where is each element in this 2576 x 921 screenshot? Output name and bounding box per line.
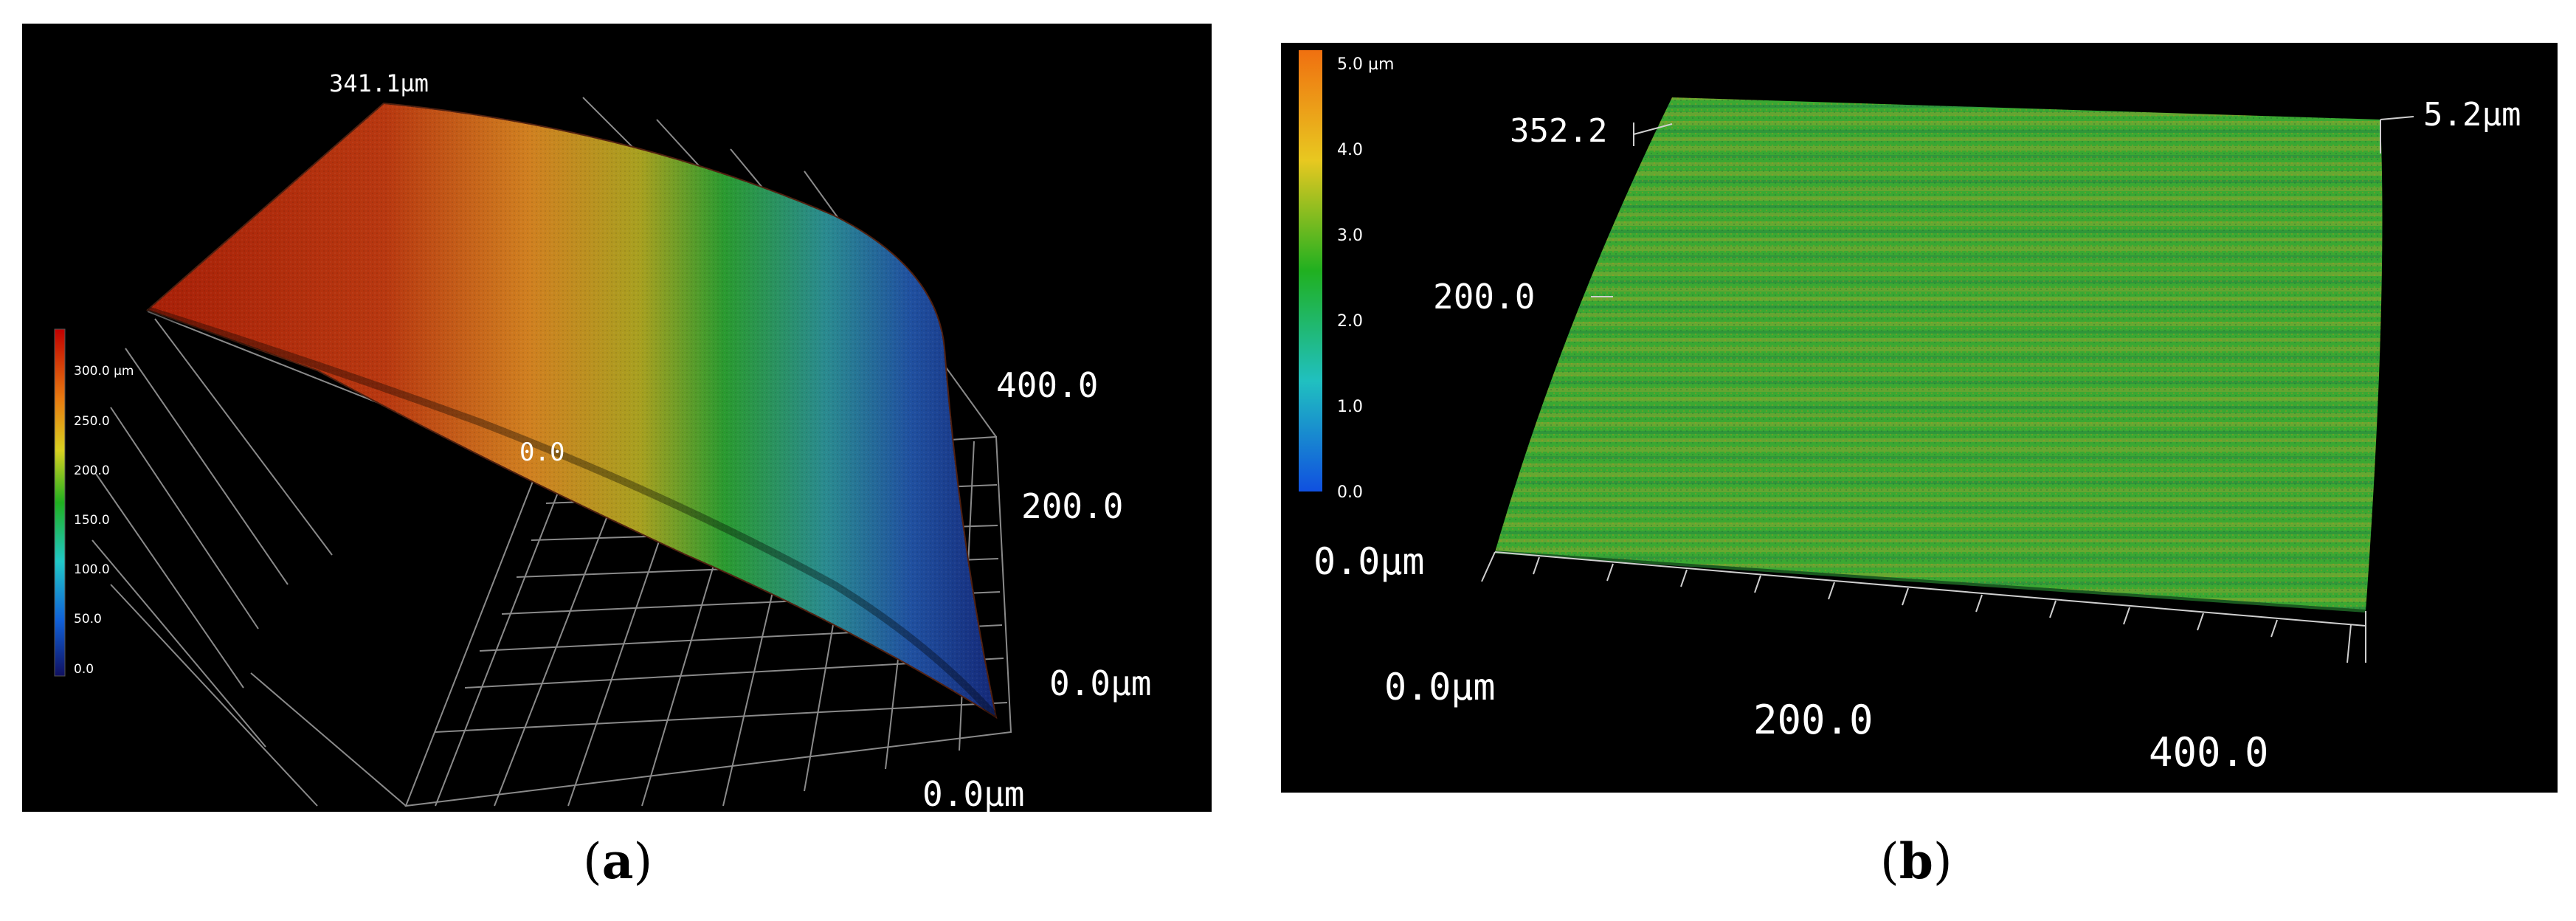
scale-a-label-2: 200.0 <box>74 463 110 478</box>
scale-b-label-2: 3.0 <box>1337 227 1363 245</box>
scale-b-label-5: 0.0 <box>1337 483 1363 502</box>
surface-3d-plot-a: 300.0 µm 250.0 200.0 150.0 100.0 50.0 0.… <box>22 24 1212 812</box>
surface-a <box>146 102 999 720</box>
axis-a-peak-label: 341.1µm <box>329 69 429 97</box>
caption-a: (a) <box>583 832 653 890</box>
axis-b-x400-label: 400.0 <box>2149 729 2269 776</box>
axis-b-z0-label: 0.0µm <box>1313 540 1425 583</box>
scale-a-label-6: 0.0 <box>74 662 94 677</box>
surface-plot-b-canvas: 5.0 µm 4.0 3.0 2.0 1.0 0.0 5.2µm 352.2 2… <box>1299 50 2521 776</box>
surface-b <box>1494 97 2383 613</box>
scale-b-label-0: 5.0 µm <box>1337 55 1394 74</box>
axis-a-x0-label: 0.0µm <box>922 774 1024 812</box>
axis-b-z-top-label: 5.2µm <box>2423 96 2521 134</box>
axis-b-y200-label: 200.0 <box>1433 277 1535 317</box>
surface-3d-plot-b: 5.0 µm 4.0 3.0 2.0 1.0 0.0 5.2µm 352.2 2… <box>1281 43 2558 793</box>
plot-b-axes <box>1481 116 2414 663</box>
scale-a-label-0: 300.0 µm <box>74 364 134 379</box>
scale-b-label-1: 4.0 <box>1337 141 1363 159</box>
surface-plot-a-canvas: 300.0 µm 250.0 200.0 150.0 100.0 50.0 0.… <box>54 69 1151 812</box>
axis-a-y200-label: 200.0 <box>1021 486 1123 526</box>
caption-a-letter: a <box>601 832 634 890</box>
caption-b: (b) <box>1880 832 1952 890</box>
axis-a-y400-label: 400.0 <box>996 365 1098 405</box>
scale-a-label-5: 50.0 <box>74 612 102 627</box>
scale-a-label-3: 150.0 <box>74 513 110 528</box>
color-scale-a: 300.0 µm 250.0 200.0 150.0 100.0 50.0 0.… <box>54 328 134 677</box>
scale-a-label-1: 250.0 <box>74 414 110 429</box>
caption-b-letter: b <box>1899 832 1933 890</box>
axis-b-y352-label: 352.2 <box>1510 112 1607 150</box>
axis-a-origin-label: 0.0 <box>519 438 564 467</box>
axis-b-x0-label: 0.0µm <box>1384 666 1496 708</box>
color-scale-b: 5.0 µm 4.0 3.0 2.0 1.0 0.0 <box>1299 50 1394 502</box>
scale-b-label-3: 2.0 <box>1337 312 1363 331</box>
scale-a-label-4: 100.0 <box>74 562 110 577</box>
axis-a-y0-label: 0.0µm <box>1049 663 1151 703</box>
axis-b-x200-label: 200.0 <box>1753 697 1874 743</box>
scale-b-label-4: 1.0 <box>1337 398 1363 416</box>
